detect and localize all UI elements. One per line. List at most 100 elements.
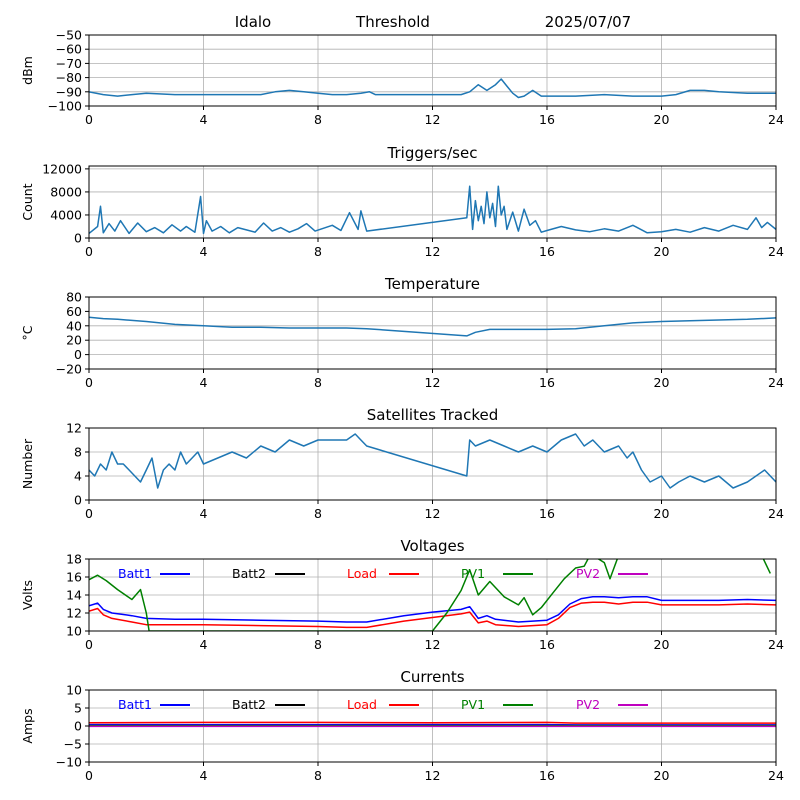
y-tick-label: 40 bbox=[66, 318, 82, 333]
y-tick-label: 4 bbox=[74, 469, 82, 484]
y-tick-label: 20 bbox=[66, 333, 82, 348]
x-tick-label: 12 bbox=[425, 637, 441, 652]
y-tick-label: −50 bbox=[56, 28, 82, 43]
y-tick-label: 0 bbox=[74, 719, 82, 734]
x-tick-label: 20 bbox=[654, 112, 670, 127]
x-tick-label: 12 bbox=[425, 506, 441, 521]
panel-6: 0 4 8 12 16 20 24 −10 −5 0 5 10 Currents Amps Batt1 Bat… bbox=[20, 668, 784, 783]
legend-label-pv2: PV2 bbox=[576, 566, 600, 581]
y-tick-label: 8000 bbox=[50, 184, 82, 199]
x-tick-label: 8 bbox=[314, 637, 322, 652]
x-tick-label: 12 bbox=[425, 375, 441, 390]
y-axis-label: dBm bbox=[20, 56, 35, 85]
x-tick-label: 16 bbox=[539, 637, 555, 652]
x-tick-label: 16 bbox=[539, 506, 555, 521]
panel-title: Temperature bbox=[384, 275, 480, 293]
legend-label-batt2: Batt2 bbox=[232, 697, 266, 712]
y-tick-label: 0 bbox=[74, 347, 82, 362]
panel-title: Satellites Tracked bbox=[367, 406, 498, 424]
x-tick-label: 16 bbox=[539, 375, 555, 390]
y-tick-label: 16 bbox=[66, 570, 82, 585]
y-axis-label: Count bbox=[20, 183, 35, 220]
x-tick-label: 20 bbox=[654, 768, 670, 783]
x-tick-label: 0 bbox=[85, 375, 93, 390]
series-group bbox=[89, 559, 776, 631]
x-tick-label: 0 bbox=[85, 112, 93, 127]
series-group bbox=[89, 721, 776, 728]
x-tick-label: 4 bbox=[200, 375, 208, 390]
legend-label-pv1: PV1 bbox=[461, 697, 485, 712]
series-line-main bbox=[89, 433, 776, 489]
series-group bbox=[89, 185, 776, 235]
x-tick-label: 20 bbox=[654, 637, 670, 652]
legend-label-batt1: Batt1 bbox=[118, 566, 152, 581]
y-tick-label: 18 bbox=[66, 552, 82, 567]
legend-label-batt1: Batt1 bbox=[118, 697, 152, 712]
panel-2: 0 4 8 12 16 20 24 0 4000 8000 12000 Triggers/sec Cou… bbox=[20, 144, 784, 259]
y-axis-label: Number bbox=[20, 438, 35, 489]
series-group bbox=[89, 78, 776, 99]
series-group bbox=[89, 433, 776, 489]
y-tick-label: −70 bbox=[56, 56, 82, 71]
series-line-pv1 bbox=[89, 559, 771, 631]
y-tick-label: 10 bbox=[66, 624, 82, 639]
x-tick-label: 24 bbox=[768, 637, 784, 652]
panel-4: 0 4 8 12 16 20 24 0 4 8 12 Satellites Tracked Number bbox=[20, 406, 784, 521]
x-tick-label: 4 bbox=[200, 244, 208, 259]
y-axis-label: °C bbox=[20, 325, 35, 340]
x-tick-label: 0 bbox=[85, 244, 93, 259]
x-tick-label: 4 bbox=[200, 637, 208, 652]
panel-title: Currents bbox=[400, 668, 464, 686]
series-line-batt1 bbox=[89, 596, 776, 623]
y-tick-label: 12000 bbox=[42, 161, 82, 176]
x-tick-label: 16 bbox=[539, 768, 555, 783]
header-date: 2025/07/07 bbox=[545, 13, 631, 31]
y-tick-label: 12 bbox=[66, 421, 82, 436]
series-line-main bbox=[89, 78, 776, 99]
y-tick-label: 4000 bbox=[50, 207, 82, 222]
x-tick-label: 0 bbox=[85, 506, 93, 521]
panel-5: 0 4 8 12 16 20 24 10 12 14 16 18 Voltages Volts Batt1 B… bbox=[20, 537, 784, 652]
panel-1: 0 4 8 12 16 20 24 −100−90−80−70−60−50 dBm bbox=[20, 28, 784, 128]
y-tick-label: 5 bbox=[74, 701, 82, 716]
panel-title: Triggers/sec bbox=[387, 144, 478, 162]
legend-label-pv1: PV1 bbox=[461, 566, 485, 581]
series-line-load bbox=[89, 721, 776, 724]
header-label: Threshold bbox=[355, 13, 430, 31]
y-tick-label: 8 bbox=[74, 445, 82, 460]
x-tick-label: 0 bbox=[85, 768, 93, 783]
series-group bbox=[89, 316, 776, 337]
x-tick-label: 16 bbox=[539, 112, 555, 127]
x-tick-label: 12 bbox=[425, 244, 441, 259]
legend-label-load: Load bbox=[347, 566, 377, 581]
x-tick-label: 8 bbox=[314, 375, 322, 390]
y-tick-label: 60 bbox=[66, 304, 82, 319]
y-tick-label: 0 bbox=[74, 493, 82, 508]
y-tick-label: −60 bbox=[56, 42, 82, 57]
x-tick-label: 20 bbox=[654, 506, 670, 521]
x-tick-label: 24 bbox=[768, 375, 784, 390]
legend-label-load: Load bbox=[347, 697, 377, 712]
y-axis-label: Amps bbox=[20, 708, 35, 743]
x-tick-label: 24 bbox=[768, 112, 784, 127]
y-tick-label: −10 bbox=[56, 755, 82, 770]
panel-title: Voltages bbox=[400, 537, 464, 555]
y-tick-label: 80 bbox=[66, 290, 82, 305]
x-tick-label: 0 bbox=[85, 637, 93, 652]
legend-label-pv2: PV2 bbox=[576, 697, 600, 712]
x-tick-label: 16 bbox=[539, 244, 555, 259]
header-station: Idalo bbox=[235, 13, 271, 31]
x-tick-label: 24 bbox=[768, 244, 784, 259]
x-tick-label: 4 bbox=[200, 768, 208, 783]
x-tick-label: 20 bbox=[654, 244, 670, 259]
y-tick-label: 14 bbox=[66, 588, 82, 603]
x-tick-label: 4 bbox=[200, 506, 208, 521]
y-axis-label: Volts bbox=[20, 580, 35, 610]
x-tick-label: 8 bbox=[314, 112, 322, 127]
x-tick-label: 20 bbox=[654, 375, 670, 390]
x-tick-label: 24 bbox=[768, 506, 784, 521]
series-line-load bbox=[89, 601, 776, 629]
x-tick-label: 24 bbox=[768, 768, 784, 783]
